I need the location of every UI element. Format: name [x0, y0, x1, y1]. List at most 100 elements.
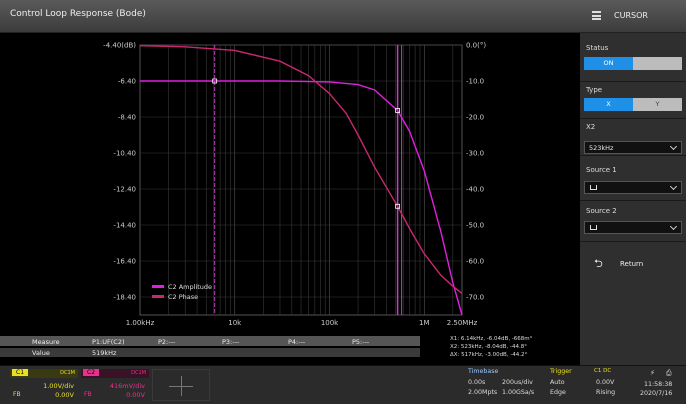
cursor-x2-phase-marker: [395, 203, 401, 209]
trigger-type: Edge: [550, 389, 566, 396]
value-label: Value: [32, 349, 50, 357]
source2-label: Source 2: [586, 207, 617, 215]
bode-plot[interactable]: -4.40(dB) 0.0(°) -6.40 -10.0 -8.40 -20.0 -10.4…: [0, 33, 580, 333]
x2-section: X2 523kHz: [580, 119, 686, 155]
return-label: Return: [620, 260, 644, 268]
add-channel-button[interactable]: [152, 369, 210, 401]
source2-select[interactable]: [584, 221, 682, 234]
measure-p5[interactable]: P5:---: [352, 338, 370, 346]
channel-c1[interactable]: C1 DC1M 1.00V/div FB 0.00V: [10, 369, 78, 401]
status-section: Status ON: [580, 33, 686, 81]
type-toggle[interactable]: X Y: [584, 98, 682, 111]
x-tick-label: 1.00kHz: [126, 319, 155, 327]
channel-c1-bw: FB: [13, 391, 21, 398]
measure-p3[interactable]: P3:---: [222, 338, 240, 346]
y-left-tick-label: -18.40: [113, 294, 136, 302]
value-p1: 519kHz: [92, 349, 117, 357]
timebase-info[interactable]: Timebase 0.00s 200us/div 2.00Mpts 1.00GS…: [468, 368, 548, 402]
status-toggle[interactable]: ON: [584, 57, 682, 70]
x-tick-label: 100k: [321, 319, 339, 327]
channel-c2-offset: 0.00V: [126, 391, 145, 399]
measure-p4[interactable]: P4:---: [288, 338, 306, 346]
source1-section: Source 1: [580, 156, 686, 200]
y-right-tick-label: -60.0: [466, 258, 484, 266]
panel-header[interactable]: CURSOR: [580, 0, 686, 33]
source1-select[interactable]: [584, 181, 682, 194]
channel-c1-offset: 0.00V: [55, 391, 74, 399]
chevron-down-icon: [669, 222, 678, 231]
cursor-x2-amplitude-marker: [395, 108, 401, 113]
timebase-sample-rate: 1.00GSa/s: [502, 389, 535, 396]
timebase-label: Timebase: [468, 368, 499, 375]
measure-p1[interactable]: P1:UF(C2): [92, 338, 125, 346]
channel-c1-scale: 1.00V/div: [43, 382, 74, 390]
timebase-delay: 0.00s: [468, 379, 486, 386]
return-icon: ⮌: [594, 257, 603, 270]
menu-icon[interactable]: [592, 11, 601, 20]
legend-label: C2 Amplitude: [168, 283, 212, 291]
channel-c2-scale: 416mV/div: [109, 382, 145, 390]
measure-p2[interactable]: P2:---: [158, 338, 176, 346]
window-title: Control Loop Response (Bode): [10, 9, 146, 19]
channel-c2-coupling: DC1M: [131, 370, 146, 376]
legend-swatch: [152, 295, 164, 298]
waveform-icon: [590, 225, 597, 230]
y-right-tick-label: 0.0(°): [466, 42, 486, 50]
network-icon: ⚡: [650, 369, 655, 377]
channel-c1-tag: C1 DC1M: [10, 369, 78, 378]
measure-table: Measure P1:UF(C2) P2:--- P3:--- P4:--- P…: [0, 336, 580, 364]
trigger-slope: Rising: [596, 389, 616, 396]
type-y-option[interactable]: Y: [633, 98, 682, 111]
channel-c2[interactable]: C2 DC1M 416mV/div FB 0.00V: [81, 369, 149, 401]
timebase-points: 2.00Mpts: [468, 389, 498, 396]
y-left-tick-label: -16.40: [113, 258, 136, 266]
x2-label: X2: [586, 123, 596, 131]
cursor-delta-readout: ΔX: 517kHz, -3.00dB, -44.2°: [450, 352, 528, 358]
measure-value-row: [0, 348, 420, 357]
series-line-amplitude: [140, 80, 463, 316]
type-x-option[interactable]: X: [584, 98, 633, 111]
y-right-tick-label: -20.0: [466, 114, 484, 122]
measure-header-row: [0, 336, 420, 346]
series-line-phase: [139, 45, 463, 294]
cursor-x2-readout: X2: 523kHz, -8.04dB, -44.8°: [450, 344, 528, 350]
y-left-tick-label: -4.40(dB): [103, 42, 136, 50]
y-right-tick-label: -10.0: [466, 78, 484, 86]
y-left-tick-label: -12.40: [113, 186, 136, 194]
y-right-tick-label: -70.0: [466, 294, 484, 302]
trigger-info[interactable]: Trigger C1 DC Auto 0.00V Edge Rising: [550, 368, 630, 402]
trigger-level: 0.00V: [596, 379, 615, 386]
title-bar: Control Loop Response (Bode): [0, 0, 580, 33]
y-right-tick-label: -50.0: [466, 222, 484, 230]
y-right-tick-label: -40.0: [466, 186, 484, 194]
channel-c1-coupling: DC1M: [60, 370, 75, 376]
status-on-option[interactable]: ON: [584, 57, 633, 70]
y-left-tick-label: -6.40: [118, 78, 136, 86]
clock-time: 11:58:38: [644, 381, 673, 388]
trigger-mode: Auto: [550, 379, 565, 386]
type-section: Type X Y: [580, 82, 686, 118]
x2-field[interactable]: 523kHz: [584, 141, 682, 154]
cursor-panel: Status ON Type X Y X2 523kHz Source 1 So…: [580, 33, 686, 365]
x-tick-label: 2.50MHz: [447, 319, 478, 327]
legend-label: C2 Phase: [168, 293, 198, 301]
trigger-label: Trigger: [550, 368, 572, 375]
type-label: Type: [586, 86, 603, 94]
source1-label: Source 1: [586, 166, 617, 174]
y-left-tick-label: -14.40: [113, 222, 136, 230]
status-bar: C1 DC1M 1.00V/div FB 0.00V C2 DC1M 416mV…: [0, 365, 686, 404]
x-tick-label: 1M: [419, 319, 430, 327]
x-tick-label: 10k: [228, 319, 242, 327]
channel-c2-tag: C2 DC1M: [81, 369, 149, 378]
print-icon[interactable]: ⎙: [666, 369, 672, 377]
status-off-option[interactable]: [633, 57, 682, 70]
clock-date: 2020/7/16: [640, 390, 673, 397]
timebase-scale: 200us/div: [502, 379, 533, 386]
clock-area: ⚡ ⎙ 11:58:38 2020/7/16: [632, 368, 686, 402]
bode-chart: -4.40(dB) 0.0(°) -6.40 -10.0 -8.40 -20.0 -10.4…: [103, 42, 486, 328]
return-button[interactable]: ⮌ Return: [590, 257, 670, 271]
waveform-icon: [590, 185, 597, 190]
y-right-tick-label: -30.0: [466, 150, 484, 158]
chevron-down-icon: [669, 182, 678, 191]
legend-swatch: [152, 285, 164, 288]
